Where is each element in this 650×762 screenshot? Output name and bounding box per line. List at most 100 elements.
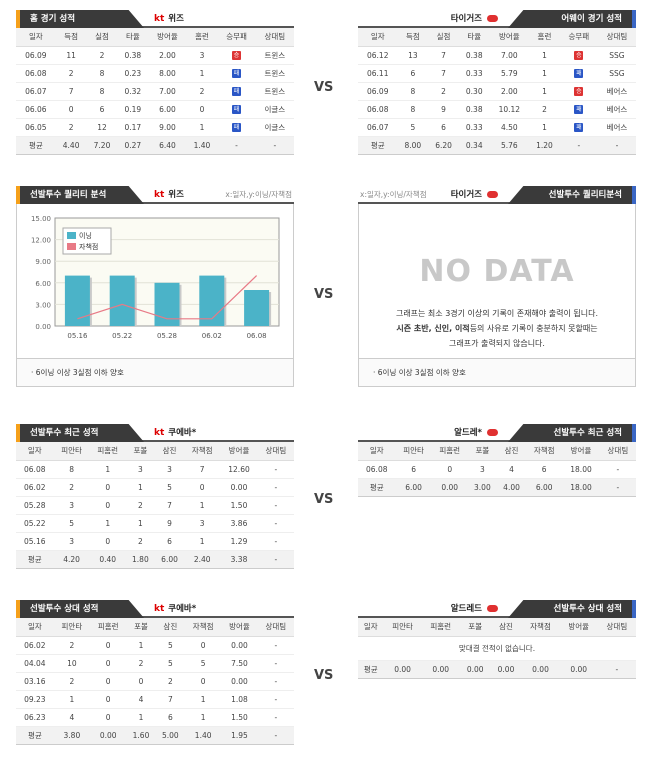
- result-cell: 패: [217, 100, 256, 119]
- column-header: 삼진: [496, 442, 527, 461]
- tigers-logo-icon: [487, 15, 498, 22]
- avg-cell: 6.20: [428, 136, 459, 155]
- team-name: 타이거즈: [451, 186, 498, 204]
- table-cell: 9.00: [148, 118, 187, 137]
- table-cell: 2: [186, 82, 218, 101]
- column-header: 승무패: [559, 28, 598, 47]
- table-cell: 트윈스: [255, 82, 294, 101]
- avg-cell: 0.00: [421, 660, 460, 679]
- table-cell: 2: [53, 478, 90, 497]
- avg-cell: 3.00: [467, 478, 497, 497]
- table-cell: 10.12: [489, 100, 530, 119]
- avg-cell: 2.40: [184, 550, 221, 569]
- table-cell: 5: [184, 654, 222, 673]
- axis-note: x:일자,y:이닝/자책점: [360, 190, 427, 199]
- table-cell: 2: [55, 64, 87, 83]
- x-tick-label: 06.02: [202, 332, 222, 340]
- column-header: 홈런: [529, 28, 560, 47]
- table-cell: 0: [90, 708, 127, 727]
- table-row: 06.02 2 0 1 5 0 0.00-: [16, 636, 294, 655]
- table-cell: -: [257, 532, 294, 551]
- table-cell: 7.00: [489, 46, 530, 65]
- table-cell: 06.08: [16, 460, 54, 479]
- win-badge: 승: [232, 51, 242, 60]
- legend-swatch: [67, 232, 76, 239]
- table-cell: 10: [53, 654, 91, 673]
- avg-cell: 6.40: [148, 136, 187, 155]
- table-cell: 4: [496, 460, 527, 479]
- result-cell: 승: [217, 46, 256, 65]
- quality-chart: 0.00 3.00 6.00 9.00 12.00 15.00 05.16 05.22 05.2…: [31, 215, 280, 340]
- loss-badge: 패: [232, 123, 242, 132]
- table-cell: 1: [529, 82, 560, 101]
- table-cell: 7: [428, 64, 459, 83]
- nodata-line3: 그래프가 출력되지 않습니다.: [449, 339, 545, 348]
- legend-label: 자책점: [79, 242, 98, 251]
- column-header: 포볼: [126, 618, 156, 637]
- pitcher-recent-table-away: 일자 피안타 피홈런 포볼 삼진 자책점 방어율 상대팀 06.08 6 0 3 4 6 18.00- 평균 6…: [358, 442, 636, 497]
- table-cell: 0: [431, 460, 468, 479]
- avg-cell: -: [597, 136, 636, 155]
- table-cell: 0: [90, 654, 127, 673]
- avg-row: 평균 4.40 7.20 0.27 6.40 1.40- -: [16, 136, 294, 155]
- avg-cell: 평균: [358, 136, 398, 155]
- column-header: 타율: [458, 28, 490, 47]
- column-header: 자책점: [184, 618, 222, 637]
- avg-cell: 4.40: [55, 136, 87, 155]
- table-cell: 1: [89, 460, 126, 479]
- table-cell: 06.09: [358, 82, 398, 101]
- table-cell: 2: [55, 118, 87, 137]
- table-cell: 1: [184, 496, 221, 515]
- y-tick-label: 0.00: [35, 323, 51, 331]
- table-cell: 0.33: [458, 64, 490, 83]
- table-cell: 4: [53, 708, 91, 727]
- avg-cell: 3.80: [53, 726, 91, 745]
- table-cell: -: [257, 636, 294, 655]
- column-header: 자책점: [521, 618, 560, 637]
- column-header: 자책점: [526, 442, 563, 461]
- table-cell: 1: [125, 478, 155, 497]
- table-cell: 0: [184, 672, 222, 691]
- table-cell: 3: [186, 46, 218, 65]
- table-cell: 0: [186, 100, 218, 119]
- table-cell: 8: [86, 64, 118, 83]
- table-cell: 0.00: [220, 478, 258, 497]
- team-name: kt 위즈: [154, 14, 184, 24]
- loss-badge: 패: [574, 123, 584, 132]
- vs-label: VS: [314, 668, 334, 683]
- table-cell: 06.11: [358, 64, 398, 83]
- table-cell: 05.22: [16, 514, 54, 533]
- avg-row: 평균 6.00 0.00 3.00 4.00 6.00 18.00-: [358, 478, 636, 497]
- column-header: 방어율: [559, 618, 598, 637]
- column-header: 삼진: [154, 442, 185, 461]
- column-header: 방어율: [220, 442, 258, 461]
- avg-cell: 6.00: [526, 478, 563, 497]
- pitcher-recent-panel: 선발투수 최근 성적 kt 쿠에바* 일자 피안타 피홈런 포볼 삼진 자책점 방어율 상대팀 0…: [16, 424, 294, 569]
- legend-swatch: [67, 243, 76, 250]
- legend-label: 이닝: [79, 231, 92, 240]
- table-cell: 06.12: [358, 46, 398, 65]
- table-cell: 1: [529, 46, 560, 65]
- column-header: 피안타: [53, 442, 90, 461]
- team-name: 알드레*: [454, 424, 498, 442]
- table-cell: 1: [126, 708, 156, 727]
- avg-cell: 7.20: [86, 136, 118, 155]
- chart-note: · 6이닝 이상 3실점 이하 양호: [16, 359, 294, 387]
- avg-cell: 0.40: [89, 550, 126, 569]
- avg-cell: 0.00: [559, 660, 598, 679]
- section-title: 선발투수 최근 성적: [16, 424, 144, 442]
- home-record-table: 일자 득점 실점 타율 방어율 홈런 승무패 상대팀 06.09 11 2 0.38 2.00 3 승 트윈스…: [16, 28, 294, 155]
- y-tick-label: 6.00: [35, 280, 51, 288]
- table-cell: 2: [125, 532, 155, 551]
- table-cell: 05.28: [16, 496, 54, 515]
- column-header: 방어율: [221, 618, 258, 637]
- loss-badge: 패: [574, 69, 584, 78]
- table-cell: 3: [467, 460, 497, 479]
- table-cell: 11: [55, 46, 87, 65]
- table-cell: 1: [184, 708, 222, 727]
- nodata-area: NO DATA 그래프는 최소 3경기 이상의 기록이 존재해야 출력이 됩니다…: [358, 204, 636, 359]
- table-cell: 0.33: [458, 118, 490, 137]
- table-cell: 06.08: [358, 460, 396, 479]
- avg-row: 평균 3.80 0.00 1.60 5.00 1.40 1.95-: [16, 726, 294, 745]
- table-cell: 12: [86, 118, 118, 137]
